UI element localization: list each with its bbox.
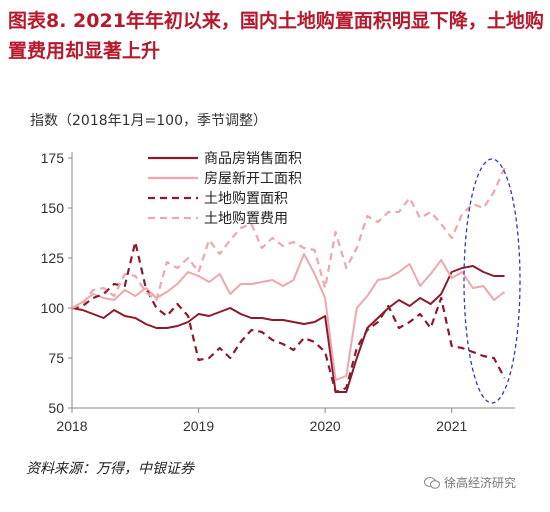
highlight-ellipse	[463, 158, 521, 404]
chart-title: 图表8. 2021年年初以来，国内土地购置面积明显下降，土地购置费用却显著上升	[8, 10, 544, 62]
watermark-text: 徐高经济研究	[444, 476, 517, 490]
y-tick-label: 100	[41, 300, 65, 316]
x-tick-label: 2018	[56, 418, 87, 434]
x-tick-label: 2020	[310, 418, 341, 434]
y-axis-label: 指数（2018年1月=100，季节调整）	[30, 113, 267, 129]
legend-label-1: 商品房销售面积	[204, 151, 302, 167]
y-tick-label: 75	[48, 350, 64, 366]
watermark: 徐高经济研究	[424, 474, 516, 491]
y-tick-label: 175	[41, 150, 65, 166]
source-note: 资料来源：万得，中银证券	[26, 461, 194, 477]
series-layer	[71, 167, 506, 394]
legend-label-4: 土地购置费用	[204, 211, 288, 227]
wechat-icon	[424, 477, 440, 489]
y-tick-label: 125	[41, 250, 65, 266]
series-line-3	[71, 240, 506, 394]
series-line-1	[71, 265, 505, 393]
series-line-4	[71, 167, 506, 310]
legend-label-3: 土地购置面积	[204, 191, 288, 207]
series-line-2	[71, 253, 506, 381]
y-tick-label: 150	[41, 200, 65, 216]
x-tick-label: 2019	[183, 418, 214, 434]
legend-label-2: 房屋新开工面积	[204, 171, 302, 187]
axes: 50 75 100 125 150 175 2018 2019 2020 2021	[41, 150, 515, 434]
y-tick-label: 50	[48, 400, 64, 416]
x-tick-label: 2021	[436, 418, 467, 434]
